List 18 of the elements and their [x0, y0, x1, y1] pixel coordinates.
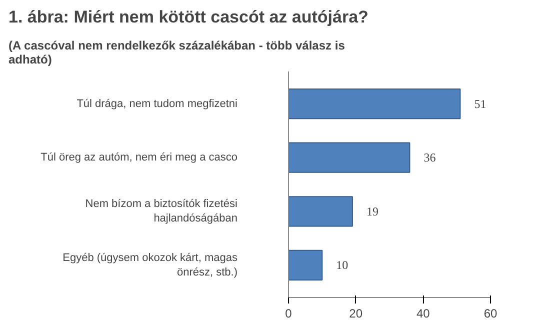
data-label: 10 [336, 258, 348, 272]
data-label: 51 [474, 96, 486, 111]
x-tick-label: 20 [349, 306, 363, 320]
bar [288, 196, 353, 227]
bar [288, 250, 323, 281]
data-label: 36 [424, 150, 436, 165]
data-label: 19 [366, 204, 378, 218]
y-tick-label: Egyéb (úgysem okozok kárt, magas önrész, stb.) [62, 252, 238, 278]
text: (A cascóval nem rendelkezők százalékában - több válasz is adható) [8, 38, 346, 66]
bar [288, 142, 410, 173]
y-tick-label: Nem bízom a biztosítók fizetési hajlandóságában [85, 198, 238, 225]
bar [288, 88, 461, 120]
y-tick-label: Túl drága, nem tudom megfizetni [76, 98, 238, 110]
x-tick-label: 0 [285, 306, 292, 320]
chart-title: 1. ábra: Miért nem kötött cascót az autójára? [8, 8, 368, 26]
y-tick-label: Túl öreg az autóm, nem éri meg a casco [40, 152, 238, 164]
x-tick-label: 60 [484, 306, 498, 320]
x-tick-label: 40 [416, 306, 430, 320]
